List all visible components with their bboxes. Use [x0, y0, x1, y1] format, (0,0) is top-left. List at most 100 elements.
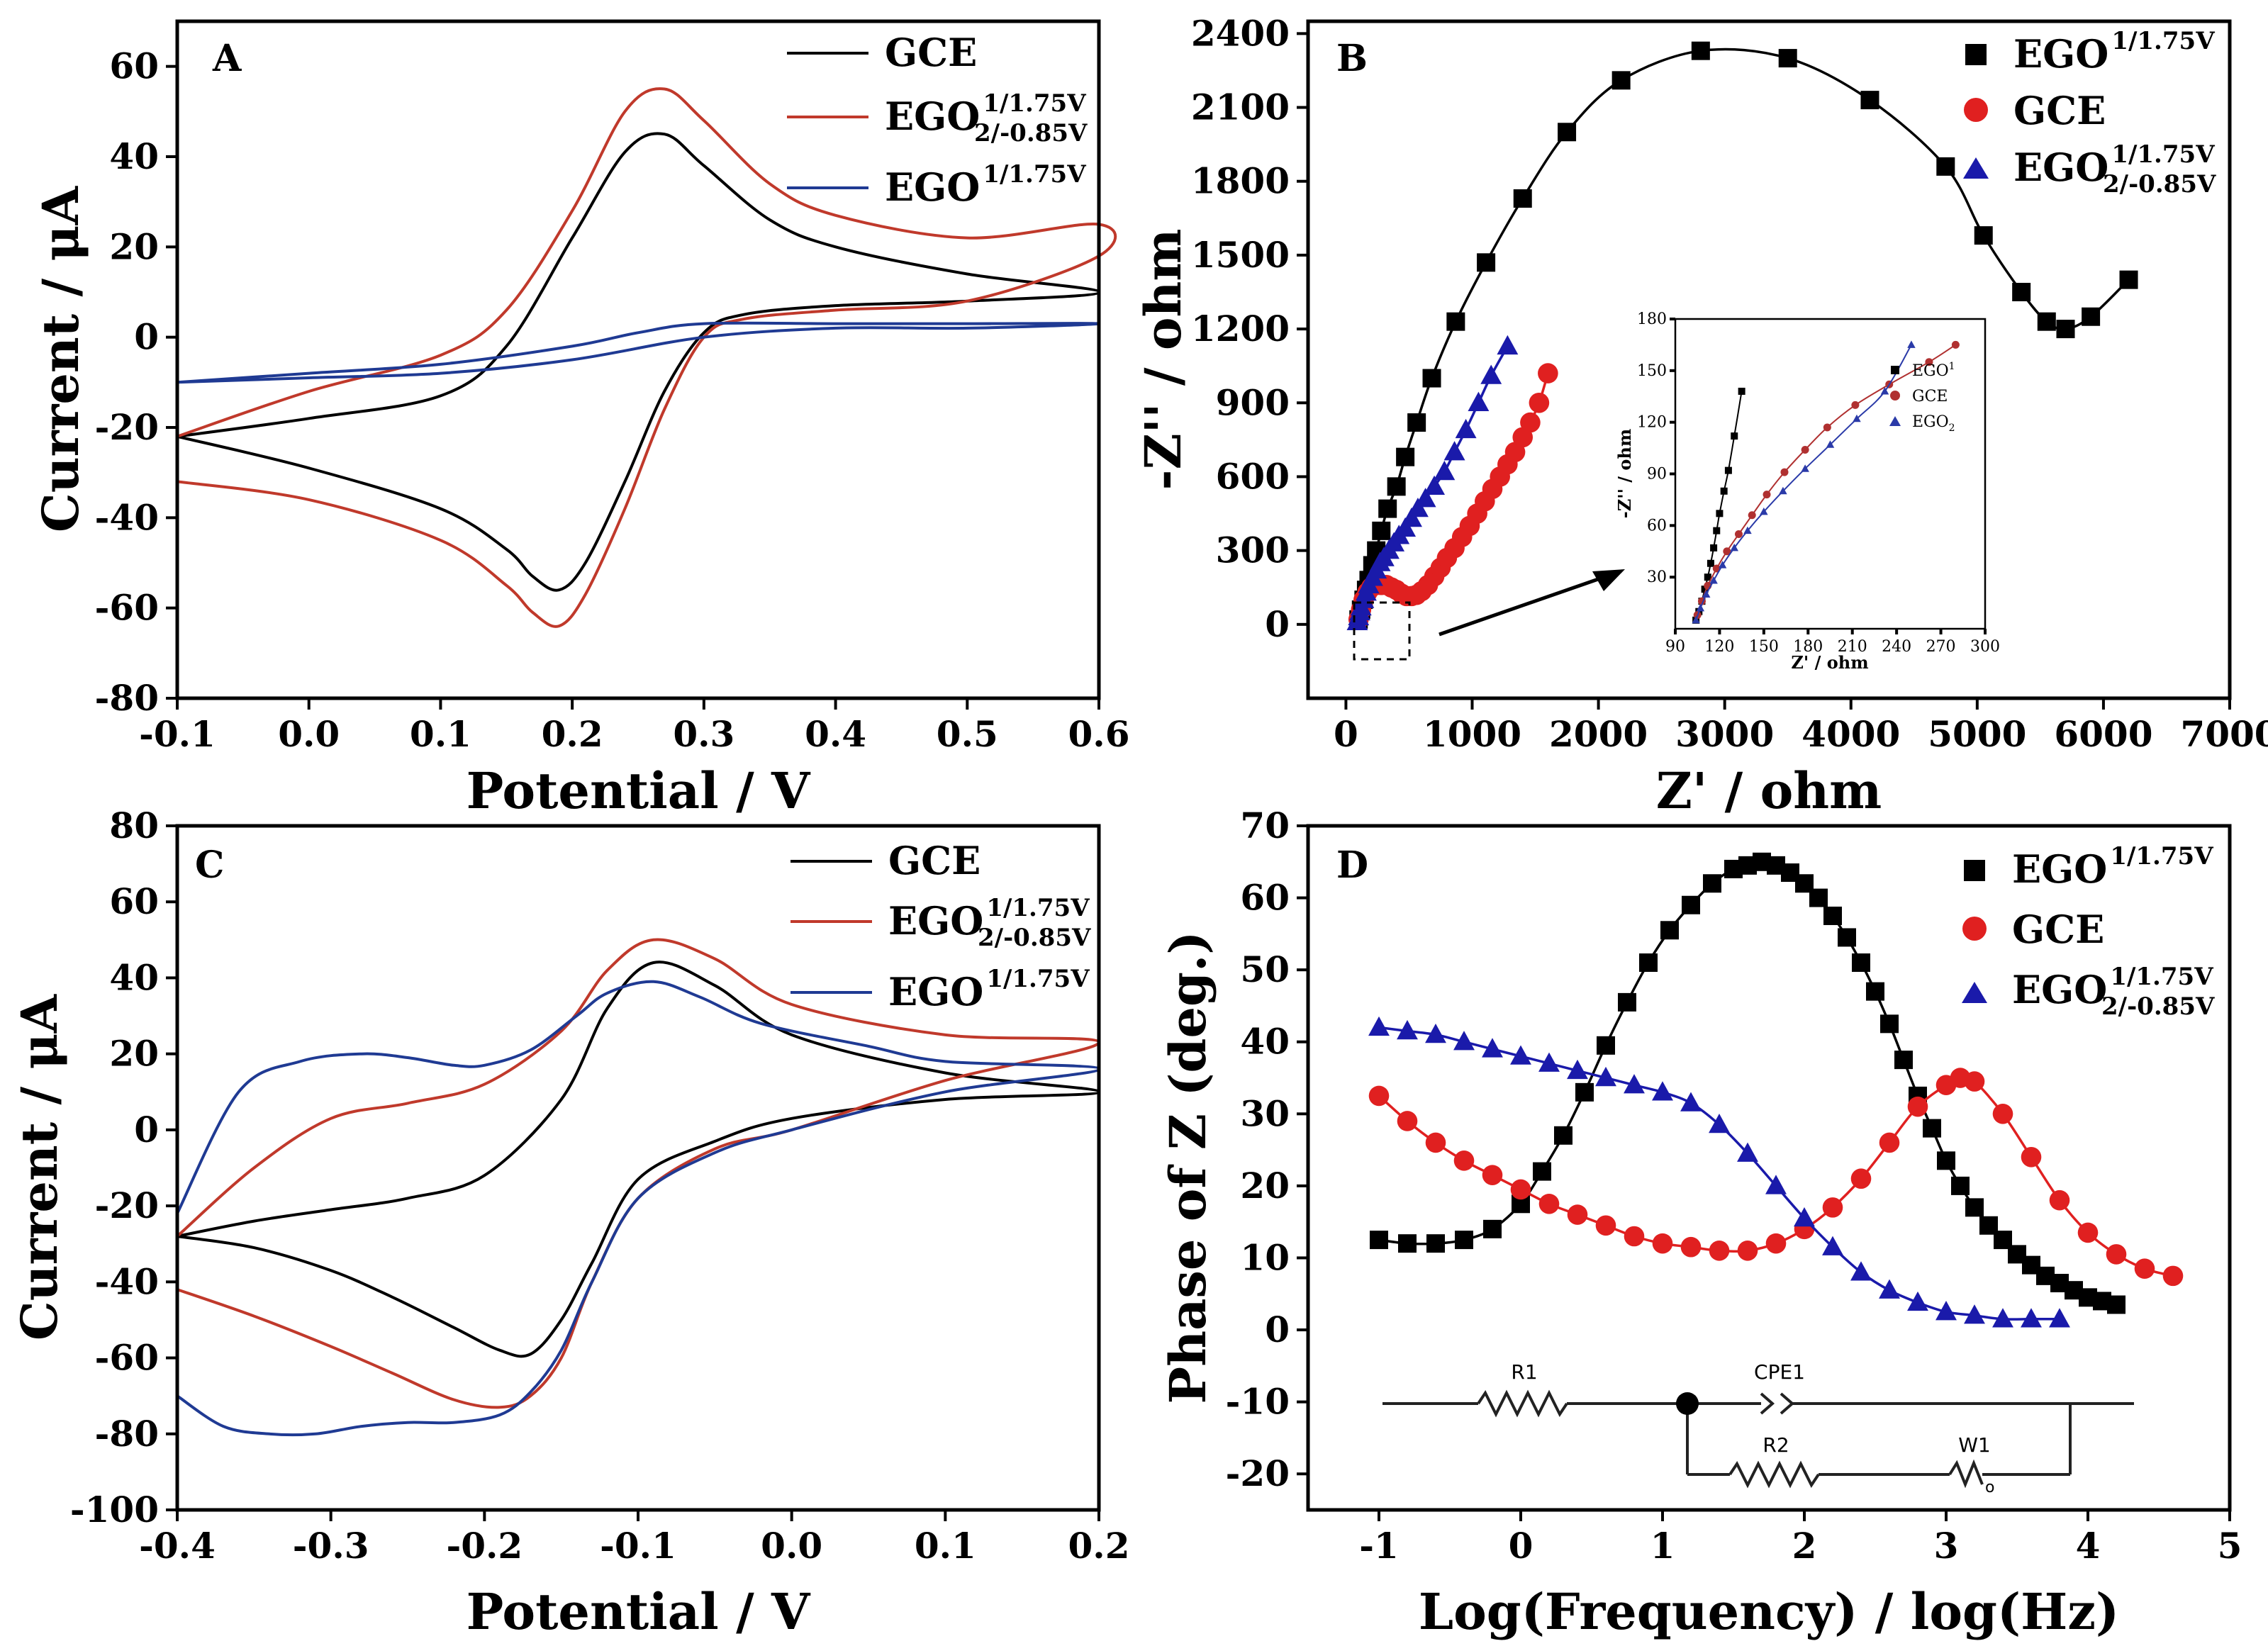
panel-b-inset: 90 120 150 180 210 240 270 300 306090120150180 … — [1614, 310, 2000, 673]
data-point-square — [1691, 41, 1710, 60]
data-point-circle — [2049, 1189, 2070, 1211]
x-tick-label: 0.3 — [673, 713, 734, 755]
data-point-triangle — [1443, 441, 1465, 461]
y-tick-label: 1800 — [1191, 160, 1290, 202]
y-tick-label: 40 — [109, 135, 159, 177]
circuit-label-w1: W1 — [1958, 1433, 1991, 1457]
x-tick-label: -0.4 — [139, 1525, 216, 1567]
x-tick-label: 0.1 — [915, 1525, 976, 1567]
x-tick-label: 0.1 — [410, 713, 471, 755]
inset-plot-area — [1692, 340, 1960, 624]
data-point-triangle — [1407, 498, 1429, 517]
x-tick-label: 1 — [1650, 1525, 1675, 1567]
data-point-circle — [1529, 392, 1550, 413]
x-tick-label: 4000 — [1801, 713, 1900, 755]
series-line-ego-2-0-85v — [177, 87, 1117, 628]
data-point-square — [1823, 906, 1842, 925]
data-point-square — [1866, 982, 1884, 1001]
data-point-triangle — [1368, 1016, 1390, 1036]
y-tick-label: 150 — [1637, 362, 1667, 380]
resistor-r1 — [1477, 1389, 1568, 1418]
inset-legend-ego1: EGO1 — [1912, 361, 1955, 380]
panel-b-x-label: Z' / ohm — [1656, 761, 1882, 820]
x-tick-label: 6000 — [2054, 713, 2152, 755]
data-point-square — [2119, 270, 2138, 289]
legend-text: EGO — [2013, 145, 2108, 190]
data-point-square — [1701, 586, 1709, 593]
data-point-circle — [1925, 358, 1933, 366]
data-point-square — [1396, 447, 1415, 466]
zoom-box — [1353, 601, 1411, 661]
series-line-ego-1-1-75v — [176, 980, 1101, 1437]
data-point-triangle — [1765, 1175, 1787, 1194]
data-point-square — [2082, 307, 2101, 326]
data-point-circle — [1538, 1193, 1560, 1214]
panel-b-plot-area — [1346, 41, 2138, 631]
y-tick-label: -40 — [95, 496, 159, 538]
data-point-circle — [1823, 423, 1831, 432]
y-tick-label: 2400 — [1191, 12, 1290, 54]
legend-marker-square — [1964, 860, 1985, 881]
x-tick-label: 2000 — [1549, 713, 1648, 755]
panel-a-frame — [175, 19, 1101, 700]
legend-text: EGO — [1912, 362, 1949, 380]
data-point-circle — [1780, 468, 1789, 476]
y-tick-label: 60 — [109, 45, 159, 87]
data-point-circle — [1737, 1241, 1758, 1261]
data-point-square — [1838, 928, 1856, 947]
inset-series-line-ego2 — [1695, 344, 1912, 621]
data-point-circle — [1624, 1226, 1645, 1247]
data-point-circle — [1763, 491, 1771, 499]
legend-text: EGO — [885, 164, 980, 210]
data-point-square — [1372, 521, 1391, 540]
data-point-triangle — [1468, 391, 1490, 411]
data-point-triangle — [1680, 1092, 1702, 1112]
panel-c-label: C — [195, 844, 224, 887]
data-point-triangle — [1879, 1279, 1900, 1299]
legend-marker-triangle — [1963, 157, 1989, 179]
x-tick-label: 4 — [2076, 1525, 2101, 1567]
legend-text: EGO — [885, 94, 980, 139]
data-point-triangle — [1480, 364, 1502, 384]
x-tick-label: 0 — [1509, 1525, 1534, 1567]
data-point-circle — [2162, 1265, 2184, 1287]
data-point-circle — [1851, 401, 1860, 409]
legend-label-ego1: EGO 1/1.75V — [2012, 842, 2213, 892]
data-point-square — [1483, 1219, 1502, 1238]
inset-x-label: Z' / ohm — [1791, 652, 1868, 673]
data-point-square — [1611, 71, 1631, 90]
y-tick-label: 0 — [134, 316, 159, 358]
data-point-circle — [1652, 1233, 1673, 1254]
data-point-triangle — [1595, 1066, 1616, 1087]
data-point-square — [1387, 477, 1406, 496]
data-point-circle — [1397, 1111, 1418, 1131]
legend-label-ego1: EGO 1/1.75V — [888, 965, 1090, 1014]
data-point-circle — [1567, 1204, 1588, 1225]
panel-b-y-label: -Z'' / ohm — [1134, 229, 1192, 491]
y-tick-label: 20 — [1240, 1165, 1290, 1206]
data-point-triangle — [1510, 1045, 1531, 1065]
y-tick-label: 40 — [1240, 1021, 1290, 1063]
panel-b-legend: EGO 1/1.75V GCE EGO 1/1.75V 2/-0.85V — [1963, 27, 2216, 198]
x-tick-label: 270 — [1926, 638, 1956, 656]
legend-label-gce: GCE — [2012, 907, 2104, 952]
panel-a-x-label: Potential / V — [467, 761, 811, 820]
legend-text: EGO — [888, 898, 983, 944]
cpe-left-plate — [1760, 1392, 1775, 1415]
y-tick-label: 0 — [134, 1109, 159, 1150]
data-point-triangle — [1992, 1308, 2013, 1328]
x-tick-label: 300 — [1970, 638, 2000, 656]
legend-label-ego2: EGO 1/1.75V 2/-0.85V — [2012, 963, 2215, 1021]
x-tick-label: 120 — [1704, 638, 1734, 656]
y-tick-label: 30 — [1240, 1092, 1290, 1134]
data-point-circle — [1723, 547, 1731, 556]
data-point-triangle — [1497, 335, 1519, 355]
x-tick-label: 2 — [1792, 1525, 1817, 1567]
legend-label-gce: GCE — [885, 30, 977, 75]
data-point-square — [1407, 413, 1426, 432]
data-point-triangle — [1414, 488, 1436, 508]
legend-label-ego2: EGO 1/1.75V 2/-0.85V — [885, 89, 1088, 147]
legend-label-ego1: EGO 1/1.75V — [885, 160, 1086, 210]
y-tick-label: 20 — [109, 225, 159, 267]
legend-sup: 1 — [1949, 361, 1955, 372]
